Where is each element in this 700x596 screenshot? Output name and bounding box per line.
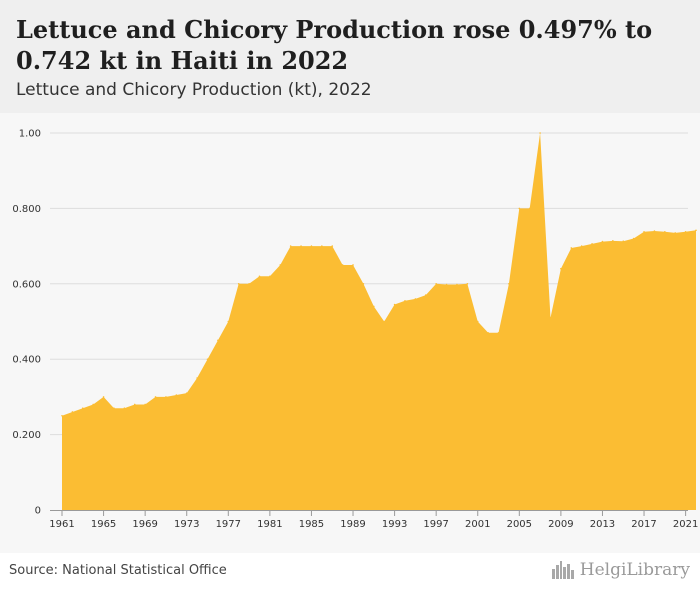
chart-subtitle: Lettuce and Chicory Production (kt), 202… xyxy=(16,80,372,100)
data-point xyxy=(341,264,344,266)
data-point xyxy=(508,283,510,285)
data-point xyxy=(331,245,334,247)
data-point xyxy=(237,283,240,285)
data-point xyxy=(102,396,105,398)
area-chart: 0 0.200 0.400 0.600 0.800 1.00 1961 1965 1969 197… xyxy=(12,129,698,531)
data-point xyxy=(684,230,687,233)
x-tick-label: 2009 xyxy=(548,519,573,530)
data-point xyxy=(695,229,697,232)
x-tick-label: 2021 xyxy=(673,519,698,530)
data-point xyxy=(393,303,396,306)
x-tick-label: 2001 xyxy=(465,519,490,530)
data-point xyxy=(321,245,323,247)
data-point xyxy=(175,394,178,396)
data-point xyxy=(456,283,458,286)
data-point xyxy=(414,298,417,300)
x-tick-label: 1969 xyxy=(132,519,157,530)
brand-logo: HelgiLibrary xyxy=(551,560,690,580)
y-tick-label: 1.00 xyxy=(19,129,41,140)
data-point xyxy=(154,396,157,398)
data-point xyxy=(269,275,271,278)
x-tick-label: 2005 xyxy=(507,519,532,530)
data-point xyxy=(373,305,375,308)
data-point xyxy=(362,283,365,285)
data-point xyxy=(300,245,302,247)
data-point xyxy=(185,392,188,394)
data-point xyxy=(632,237,635,240)
x-tick-label: 1981 xyxy=(257,519,282,530)
y-tick-label: 0 xyxy=(35,506,41,517)
x-tick-label: 1997 xyxy=(423,519,448,530)
data-point xyxy=(518,207,521,210)
x-tick-label: 1961 xyxy=(49,519,74,530)
data-point xyxy=(549,316,552,319)
y-tick-label: 0.400 xyxy=(12,355,41,366)
data-point xyxy=(144,403,146,406)
city-skyline-icon xyxy=(551,561,574,579)
source-note: Source: National Statistical Office xyxy=(9,563,227,578)
data-point xyxy=(653,230,656,232)
data-point xyxy=(289,245,292,247)
data-point xyxy=(560,267,562,270)
x-tick-label: 1965 xyxy=(91,519,116,530)
data-point xyxy=(383,320,385,323)
x-tick-label: 1973 xyxy=(174,519,199,530)
data-point xyxy=(487,332,489,334)
data-point xyxy=(92,403,94,406)
x-tick-label: 1985 xyxy=(299,519,324,530)
data-point xyxy=(352,264,354,266)
data-point xyxy=(71,411,74,413)
chart-title: Lettuce and Chicory Production rose 0.49… xyxy=(16,15,653,75)
area-series xyxy=(61,132,697,510)
data-point xyxy=(61,414,63,417)
chart-header xyxy=(0,0,700,113)
data-point xyxy=(664,230,666,233)
data-point xyxy=(123,407,126,410)
data-point xyxy=(248,283,250,285)
data-point xyxy=(643,230,645,233)
y-tick-label: 0.800 xyxy=(12,204,41,215)
x-tick-label: 1989 xyxy=(340,519,365,530)
data-point xyxy=(570,247,573,249)
x-tick-label: 1993 xyxy=(382,519,407,530)
y-tick-label: 0.600 xyxy=(12,279,41,290)
data-point xyxy=(674,232,677,234)
data-point xyxy=(165,396,167,398)
data-point xyxy=(528,207,531,210)
data-point xyxy=(113,407,115,410)
brand-name: HelgiLibrary xyxy=(579,560,690,580)
production-area xyxy=(62,133,696,510)
data-point xyxy=(445,283,448,286)
data-point xyxy=(601,240,604,243)
data-point xyxy=(81,407,84,410)
x-tick-label: 2017 xyxy=(631,519,656,530)
data-point xyxy=(476,320,479,323)
data-point xyxy=(580,245,583,247)
data-point xyxy=(196,377,198,379)
data-point xyxy=(591,243,593,245)
y-tick-label: 0.200 xyxy=(12,430,41,441)
data-point xyxy=(310,245,313,247)
data-point xyxy=(206,358,209,360)
data-point xyxy=(435,283,437,285)
data-point xyxy=(424,294,427,296)
data-point xyxy=(466,283,469,285)
data-point xyxy=(133,403,136,406)
data-point xyxy=(539,132,541,134)
axes: 0 0.200 0.400 0.600 0.800 1.00 1961 1965 1969 197… xyxy=(12,129,698,531)
x-tick-label: 1977 xyxy=(216,519,241,530)
data-point xyxy=(258,275,261,278)
data-point xyxy=(279,264,282,266)
data-point xyxy=(622,240,625,242)
data-point xyxy=(612,240,614,242)
data-point xyxy=(497,332,500,334)
data-point xyxy=(217,339,219,342)
data-point xyxy=(404,299,406,302)
data-point xyxy=(227,320,230,323)
x-tick-label: 2013 xyxy=(590,519,615,530)
